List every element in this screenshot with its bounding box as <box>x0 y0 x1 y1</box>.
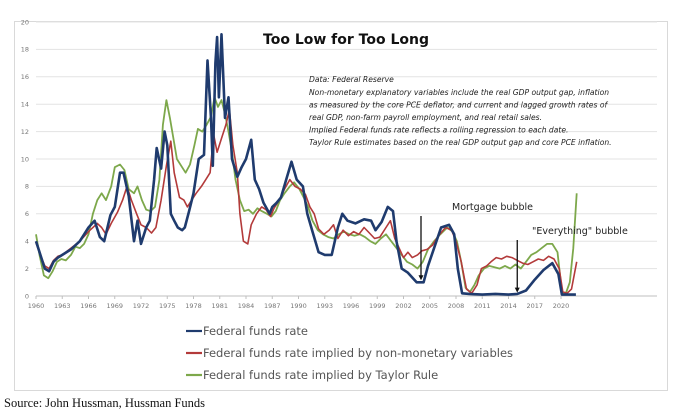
notes-box: Data: Federal Reserve Non-monetary expla… <box>309 75 612 147</box>
legend: Federal funds rate Federal funds rate im… <box>186 324 513 382</box>
note-line: real GDP, non-farm payroll employment, a… <box>309 113 542 122</box>
x-tick-label: 1984 <box>238 302 255 310</box>
x-tick-label: 1975 <box>159 302 176 310</box>
annotation-everything-bubble: "Everything" bubble <box>532 226 628 237</box>
x-tick-label: 2005 <box>421 302 438 310</box>
y-tick-label: 10 <box>21 155 29 163</box>
y-tick-label: 20 <box>21 18 29 26</box>
x-tick-label: 1999 <box>369 302 386 310</box>
note-line: Data: Federal Reserve <box>309 75 394 84</box>
legend-label-taylor-rule: Federal funds rate implied by Taylor Rul… <box>203 368 438 382</box>
y-tick-label: 6 <box>25 210 29 218</box>
note-line: Non-monetary explanatory variables inclu… <box>309 88 609 97</box>
annotations: Mortgage bubble "Everything" bubble <box>418 202 628 293</box>
chart-frame <box>14 21 668 391</box>
x-tick-label: 1966 <box>80 302 97 310</box>
series-line-non-monetary <box>35 108 578 295</box>
note-line: as measured by the core PCE deflator, an… <box>309 101 608 110</box>
note-line: Taylor Rule estimates based on the real … <box>309 138 612 147</box>
x-axis: 1960 1963 1966 1969 1972 1975 1978 1981 1984 1987… <box>28 296 570 310</box>
x-tick-label: 1981 <box>211 302 228 310</box>
x-tick-label: 2020 <box>553 302 570 310</box>
y-tick-label: 2 <box>25 265 29 273</box>
x-tick-label: 2011 <box>474 302 491 310</box>
x-tick-label: 1987 <box>264 302 281 310</box>
mortgage-bubble-arrow-head <box>418 275 424 281</box>
legend-label-non-monetary: Federal funds rate implied by non-moneta… <box>203 346 513 360</box>
x-tick-label: 2008 <box>448 302 465 310</box>
x-tick-label: 1972 <box>133 302 150 310</box>
y-tick-label: 8 <box>25 183 29 191</box>
y-tick-label: 14 <box>21 101 29 109</box>
x-tick-label: 1993 <box>316 302 333 310</box>
chart-title: Too Low for Too Long <box>263 32 429 48</box>
gridlines <box>36 21 657 297</box>
x-tick-label: 1978 <box>185 302 202 310</box>
x-tick-label: 2017 <box>526 302 543 310</box>
series-group <box>34 33 578 296</box>
everything-bubble-arrow-head <box>514 287 520 293</box>
y-tick-label: 18 <box>21 46 29 54</box>
note-line: Implied Federal funds rate reflects a ro… <box>309 126 568 135</box>
series-line-fed-funds <box>34 33 576 296</box>
y-tick-label: 12 <box>21 128 29 136</box>
x-tick-label: 1990 <box>290 302 307 310</box>
y-tick-label: 16 <box>21 73 29 81</box>
annotation-mortgage-bubble: Mortgage bubble <box>452 202 533 213</box>
y-axis: 0 2 4 6 8 10 12 14 16 18 20 <box>21 18 29 300</box>
legend-label-fed-funds: Federal funds rate <box>203 324 308 338</box>
x-tick-label: 1996 <box>343 302 360 310</box>
source-caption: Source: John Hussman, Hussman Funds <box>4 396 206 410</box>
y-tick-label: 4 <box>25 238 29 246</box>
x-tick-label: 1960 <box>28 302 45 310</box>
y-tick-label: 0 <box>25 292 29 300</box>
x-tick-label: 1969 <box>106 302 123 310</box>
x-tick-label: 1963 <box>54 302 71 310</box>
x-tick-label: 2002 <box>395 302 412 310</box>
x-tick-label: 2014 <box>500 302 517 310</box>
